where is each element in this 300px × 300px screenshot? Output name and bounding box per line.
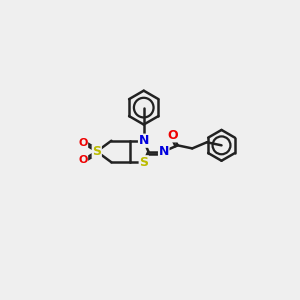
Text: N: N [139,134,149,147]
Text: O: O [168,129,178,142]
Text: N: N [159,145,169,158]
Text: O: O [78,155,88,165]
Text: O: O [78,138,88,148]
Text: S: S [139,156,148,169]
Text: S: S [92,145,101,158]
